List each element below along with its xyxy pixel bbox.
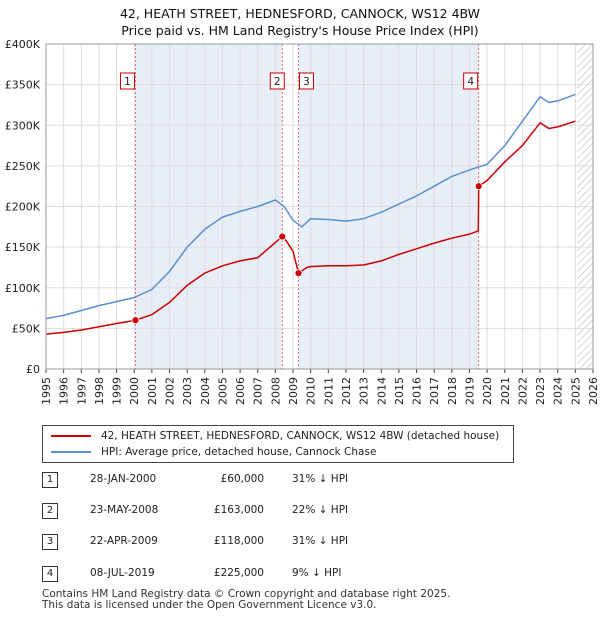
y-tick-label: £50K [12,322,41,335]
x-tick-label: 1998 [93,377,106,405]
x-tick-label: 2025 [569,377,582,405]
x-tick-label: 2015 [393,377,406,405]
footer-line1: Contains HM Land Registry data © Crown c… [42,588,451,600]
legend-label-property: 42, HEATH STREET, HEDNESFORD, CANNOCK, W… [101,430,500,442]
sale-price: £225,000 [213,567,264,579]
y-tick-label: £250K [5,160,41,173]
plot-frame [45,43,594,370]
table-row: 2 23-MAY-2008 £163,000 22% ↓ HPI [42,503,462,521]
x-tick-label: 2022 [516,377,529,405]
legend-item-hpi: HPI: Average price, detached house, Cann… [51,444,376,460]
x-tick-label: 2018 [446,377,459,405]
x-tick-label: 1996 [58,377,71,405]
x-tick-label: 2019 [463,377,476,405]
table-row: 3 22-APR-2009 £118,000 31% ↓ HPI [42,534,462,552]
x-tick-label: 2000 [128,377,141,405]
y-tick-label: £350K [5,79,41,92]
table-row: 1 28-JAN-2000 £60,000 31% ↓ HPI [42,472,462,490]
y-tick-label: £200K [5,201,41,214]
sale-point-marker [131,316,140,325]
x-tick-label: 2023 [534,377,547,405]
sale-label-box [269,72,285,90]
x-tick-label: 2017 [428,377,441,405]
sale-number-badge: 1 [42,472,58,488]
sale-hpi-delta: 31% ↓ HPI [292,535,349,547]
sale-date: 23-MAY-2008 [90,504,159,516]
x-tick-label: 2011 [322,377,335,405]
chart-title-line1: 42, HEATH STREET, HEDNESFORD, CANNOCK, W… [119,6,481,21]
sale-number-badge: 3 [42,534,58,550]
footer-line2: This data is licensed under the Open Gov… [42,599,377,611]
x-tick-label: 2008 [269,377,282,405]
footer-attribution: Contains HM Land Registry data © Crown c… [42,589,450,611]
sale-date: 28-JAN-2000 [90,473,157,485]
sale-hpi-delta: 31% ↓ HPI [292,473,349,485]
x-tick-label: 2002 [164,377,177,405]
sale-label-box [463,72,479,90]
x-tick-label: 2006 [234,377,247,405]
sale-date: 08-JUL-2019 [90,567,155,579]
sale-price: £163,000 [213,504,264,516]
x-tick-label: 2001 [146,377,159,405]
chart-title-line2: Price paid vs. HM Land Registry's House … [121,23,479,38]
sale-number-badge: 2 [42,503,58,519]
legend-swatch-property [51,435,91,437]
x-tick-label: 2009 [287,377,300,405]
x-tick-label: 2010 [305,377,318,405]
x-tick-label: 2012 [340,377,353,405]
y-tick-label: £300K [5,119,41,132]
x-tick-label: 2005 [216,377,229,405]
sale-label-number: 1 [124,76,131,88]
sale-label-number: 3 [303,76,310,88]
sale-number-badge: 4 [42,566,58,582]
x-tick-label: 1995 [40,377,53,405]
legend: 42, HEATH STREET, HEDNESFORD, CANNOCK, W… [42,425,514,463]
x-tick-label: 2016 [411,377,424,405]
x-tick-label: 2014 [375,377,388,405]
sale-hpi-delta: 9% ↓ HPI [292,567,342,579]
x-tick-label: 2003 [181,377,194,405]
sale-label-number: 2 [274,76,281,88]
sale-date: 22-APR-2009 [90,535,158,547]
x-tick-label: 2007 [252,377,265,405]
sale-point-marker [474,182,483,191]
table-row: 4 08-JUL-2019 £225,000 9% ↓ HPI [42,566,462,584]
legend-swatch-hpi [51,451,91,453]
property-series-line [45,120,576,335]
sale-price: £60,000 [220,473,264,485]
sale-point-marker [294,269,303,278]
hpi-series-line [45,93,576,320]
sale-hpi-delta: 22% ↓ HPI [292,504,349,516]
y-tick-label: £150K [5,241,41,254]
y-tick-label: £100K [5,282,41,295]
x-tick-label: 2026 [587,377,600,405]
y-tick-label: £0 [26,363,40,376]
legend-item-property: 42, HEATH STREET, HEDNESFORD, CANNOCK, W… [51,428,499,444]
sale-label-number: 4 [467,76,474,88]
x-tick-label: 1999 [111,377,124,405]
x-tick-label: 1997 [75,377,88,405]
x-tick-label: 2004 [199,377,212,405]
price-chart: 1 2 3 4 £0 £50K £100K £150K £200K £250K £300K £350… [5,38,600,405]
legend-label-hpi: HPI: Average price, detached house, Cann… [101,446,377,458]
x-tick-label: 2021 [499,377,512,405]
sale-label-box [119,72,135,90]
x-tick-label: 2020 [481,377,494,405]
x-tick-label: 2013 [358,377,371,405]
sale-point-marker [278,232,287,241]
sale-price: £118,000 [213,535,264,547]
x-tick-label: 2024 [552,377,565,405]
y-tick-label: £400K [5,38,41,51]
sale-label-box [299,72,315,90]
